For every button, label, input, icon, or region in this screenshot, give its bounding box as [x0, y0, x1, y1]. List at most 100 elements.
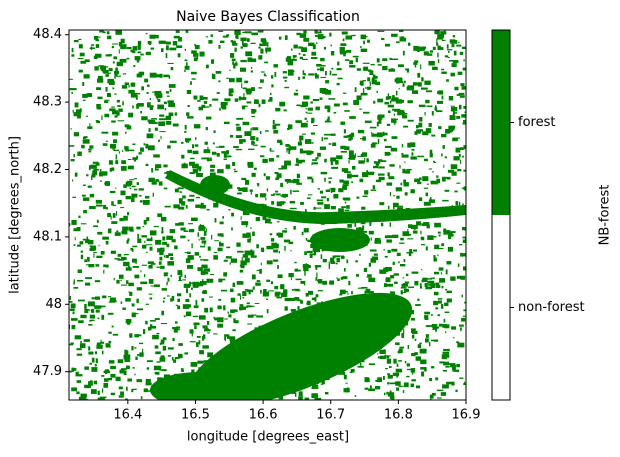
- raster-patch: [448, 234, 452, 240]
- raster-patch: [376, 58, 380, 63]
- raster-patch: [340, 151, 347, 153]
- raster-patch: [174, 356, 179, 360]
- raster-patch: [206, 208, 210, 211]
- raster-patch: [263, 73, 266, 77]
- raster-patch: [316, 199, 324, 202]
- raster-patch: [276, 155, 280, 158]
- raster-patch: [388, 366, 392, 368]
- raster-patch: [209, 104, 212, 107]
- raster-patch: [312, 159, 318, 161]
- raster-patch: [435, 377, 439, 381]
- raster-patch: [140, 53, 144, 56]
- raster-patch: [292, 190, 300, 192]
- raster-patch: [167, 62, 174, 64]
- raster-patch: [106, 72, 111, 74]
- raster-patch: [273, 350, 281, 355]
- raster-patch: [204, 141, 208, 145]
- raster-patch: [459, 51, 464, 55]
- raster-patch: [461, 86, 466, 90]
- x-tick-label: 16.8: [384, 408, 413, 423]
- raster-patch: [162, 346, 167, 351]
- raster-patch: [285, 144, 290, 147]
- raster-patch: [321, 301, 323, 306]
- raster-patch: [462, 67, 466, 71]
- raster-patch: [362, 225, 365, 231]
- raster-patch: [204, 327, 209, 330]
- raster-patch: [405, 208, 411, 211]
- raster-patch: [375, 295, 382, 300]
- raster-patch: [165, 41, 171, 45]
- raster-patch: [126, 46, 132, 50]
- raster-patch: [384, 354, 387, 359]
- raster-patch: [197, 232, 199, 237]
- raster-patch: [83, 184, 86, 187]
- raster-patch: [74, 237, 76, 241]
- raster-patch: [395, 41, 400, 44]
- raster-patch: [159, 256, 163, 261]
- raster-patch: [206, 278, 214, 283]
- raster-patch: [109, 143, 117, 149]
- raster-patch: [320, 67, 324, 72]
- raster-patch: [165, 53, 168, 59]
- raster-patch: [303, 316, 307, 320]
- raster-patch: [113, 149, 120, 152]
- raster-patch: [170, 257, 174, 261]
- raster-patch: [134, 274, 140, 279]
- raster-patch: [450, 164, 458, 170]
- raster-patch: [389, 192, 391, 197]
- raster-patch: [429, 394, 434, 399]
- raster-patch: [184, 139, 190, 142]
- raster-patch: [358, 228, 364, 234]
- raster-patch: [169, 88, 172, 93]
- raster-patch: [417, 155, 425, 158]
- raster-patch: [155, 168, 159, 171]
- raster-patch: [261, 99, 266, 104]
- raster-patch: [274, 172, 279, 174]
- raster-patch: [80, 223, 87, 225]
- raster-patch: [244, 131, 252, 137]
- raster-patch: [450, 276, 456, 281]
- raster-patch: [328, 261, 330, 266]
- raster-patch: [452, 110, 455, 116]
- raster-patch: [419, 348, 427, 354]
- raster-patch: [428, 60, 435, 66]
- raster-patch: [132, 51, 136, 54]
- raster-patch: [102, 67, 106, 73]
- raster-patch: [447, 169, 455, 173]
- raster-patch: [189, 329, 194, 334]
- raster-patch: [126, 125, 132, 130]
- raster-patch: [125, 195, 132, 200]
- raster-patch: [314, 238, 318, 244]
- raster-patch: [89, 193, 95, 198]
- raster-patch: [460, 327, 462, 331]
- raster-patch: [213, 333, 218, 335]
- raster-patch: [363, 211, 369, 214]
- raster-patch: [193, 52, 197, 57]
- raster-patch: [141, 116, 148, 121]
- raster-patch: [412, 230, 418, 234]
- raster-patch: [367, 337, 370, 340]
- raster-patch: [257, 183, 260, 187]
- raster-patch: [214, 365, 221, 370]
- raster-patch: [166, 295, 170, 297]
- raster-patch: [207, 246, 211, 251]
- raster-patch: [115, 211, 118, 216]
- raster-patch: [276, 221, 280, 223]
- raster-patch: [123, 253, 129, 256]
- raster-patch: [453, 336, 455, 339]
- raster-patch: [105, 140, 109, 142]
- raster-patch: [421, 279, 424, 283]
- raster-patch: [308, 42, 315, 47]
- raster-patch: [365, 308, 369, 313]
- raster-patch: [200, 191, 207, 193]
- raster-patch: [97, 397, 104, 400]
- raster-patch: [75, 371, 79, 376]
- raster-patch: [224, 318, 228, 320]
- raster-patch: [378, 304, 383, 308]
- raster-patch: [155, 372, 160, 375]
- raster-patch: [450, 72, 455, 77]
- raster-patch: [330, 363, 338, 368]
- raster-patch: [77, 113, 81, 119]
- raster-patch: [393, 273, 399, 276]
- raster-patch: [228, 314, 232, 318]
